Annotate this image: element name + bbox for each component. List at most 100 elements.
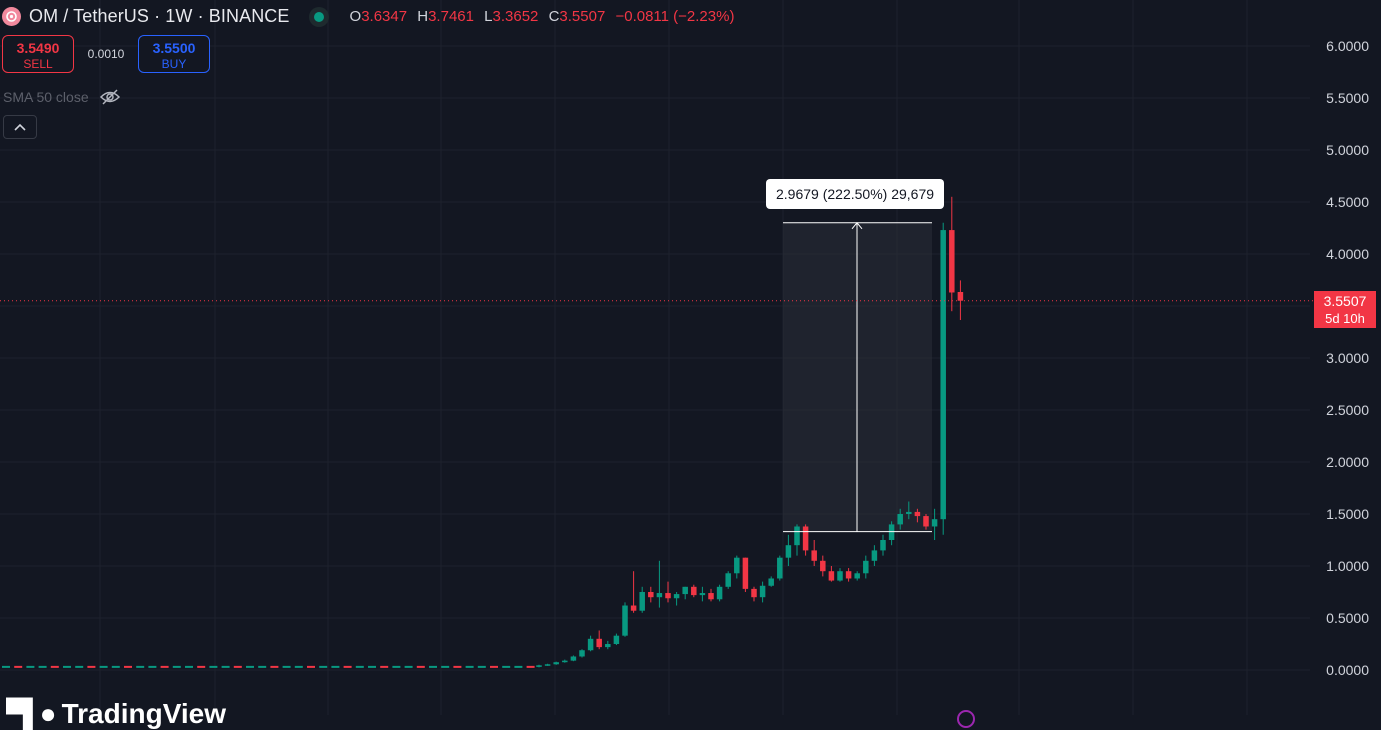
candle-flat — [526, 665, 535, 668]
candle-flat — [75, 665, 84, 668]
candle-flat — [416, 665, 425, 668]
candle-flat — [50, 665, 59, 668]
sell-price: 3.5490 — [16, 40, 60, 56]
candle-body — [673, 594, 680, 599]
candle-flat — [514, 665, 523, 668]
candle-flat — [148, 665, 157, 668]
price-axis-label: 0.5000 — [1326, 610, 1369, 626]
open-label: O — [349, 8, 362, 25]
candle-flat — [429, 665, 437, 668]
tradingview-logo-icon: ▀▌● — [6, 698, 57, 729]
symbol-title[interactable]: OM / TetherUS · 1W · BINANCE — [29, 6, 290, 26]
candle-flat — [209, 665, 218, 668]
candle-body — [811, 550, 817, 561]
high-label: H — [417, 8, 429, 25]
last-price-label: 3.5507 5d 10h — [1314, 290, 1376, 328]
candle-body — [906, 511, 912, 514]
candle-body — [639, 592, 645, 611]
tradingview-watermark[interactable]: ▀▌● TradingView — [6, 698, 226, 730]
sell-label: SELL — [23, 57, 53, 71]
bar-countdown: 5d 10h — [1325, 310, 1365, 326]
price-axis-label: 4.5000 — [1326, 194, 1369, 210]
price-axis-label: 2.0000 — [1326, 454, 1369, 470]
candle-flat — [2, 665, 10, 668]
candle-body — [562, 660, 568, 663]
candle-body — [794, 526, 800, 546]
candle-flat — [355, 665, 364, 668]
change-value: −0.0811 (−2.23%) — [615, 8, 735, 25]
price-chart[interactable] — [0, 0, 1381, 715]
candle-body — [949, 230, 955, 293]
collapse-legend-button[interactable] — [3, 115, 37, 139]
spread-value: 0.0010 — [87, 47, 125, 61]
candle-flat — [124, 665, 132, 668]
candle-body — [630, 605, 637, 611]
candle-body — [914, 511, 921, 517]
candle-body — [716, 586, 723, 600]
candle-body — [888, 524, 895, 540]
candle-body — [802, 526, 809, 551]
candle-body — [759, 585, 766, 598]
candle-flat — [63, 665, 71, 668]
candle-body — [940, 230, 946, 520]
candle-body — [742, 557, 749, 589]
chevron-up-icon — [14, 123, 26, 131]
close-label: C — [548, 8, 560, 25]
price-axis-label: 3.0000 — [1326, 350, 1369, 366]
candle-flat — [197, 665, 206, 668]
candle-flat — [111, 665, 120, 668]
candle-flat — [441, 665, 450, 668]
candle-body — [785, 545, 792, 558]
candle-flat — [38, 665, 47, 668]
event-marker-icon[interactable] — [957, 710, 975, 728]
candle-flat — [246, 665, 254, 668]
price-axis-label: 2.5000 — [1326, 402, 1369, 418]
candle-body — [544, 664, 551, 666]
candle-body — [845, 571, 852, 579]
candle-body — [828, 571, 835, 581]
watermark-text: TradingView — [61, 698, 227, 729]
price-axis-label: 5.5000 — [1326, 90, 1369, 106]
chart-header: OM / TetherUS · 1W · BINANCE O3.6347 H3.… — [2, 6, 734, 27]
measure-tooltip: 2.9679 (222.50%) 29,679 — [766, 179, 945, 209]
indicator-label[interactable]: SMA 50 close — [3, 89, 89, 105]
eye-hidden-icon[interactable] — [99, 88, 121, 106]
candle-flat — [185, 665, 193, 668]
candle-body — [622, 605, 628, 636]
candle-flat — [282, 665, 291, 668]
candle-flat — [87, 665, 96, 668]
price-axis-label: 0.0000 — [1326, 662, 1369, 678]
candle-flat — [136, 665, 145, 668]
candle-body — [656, 593, 663, 598]
buy-label: BUY — [161, 57, 187, 71]
candle-body — [613, 635, 620, 644]
candle-body — [570, 656, 577, 661]
buy-button[interactable]: 3.5500 BUY — [138, 35, 210, 73]
candle-body — [923, 516, 929, 527]
candle-flat — [502, 665, 511, 668]
candle-body — [768, 578, 774, 586]
candle-body — [863, 560, 869, 574]
candle-body — [897, 514, 903, 525]
candle-body — [536, 665, 542, 667]
candle-flat — [453, 665, 462, 668]
candle-flat — [380, 665, 389, 668]
candle-body — [708, 593, 714, 600]
candle-body — [579, 650, 585, 657]
candle-body — [648, 592, 654, 598]
last-price-value: 3.5507 — [1323, 292, 1367, 309]
candle-flat — [343, 665, 352, 668]
candle-flat — [160, 665, 169, 668]
candle-body — [854, 573, 860, 579]
candle-flat — [392, 665, 401, 668]
price-axis-label: 1.5000 — [1326, 506, 1369, 522]
sell-button[interactable]: 3.5490 SELL — [2, 35, 74, 73]
candle-body — [931, 519, 938, 527]
candle-flat — [331, 665, 340, 668]
candle-flat — [307, 665, 315, 668]
market-status-icon[interactable] — [313, 11, 324, 22]
candle-body — [777, 557, 783, 579]
candle-flat — [14, 665, 23, 668]
candle-body — [605, 644, 611, 648]
candle-body — [691, 586, 697, 596]
